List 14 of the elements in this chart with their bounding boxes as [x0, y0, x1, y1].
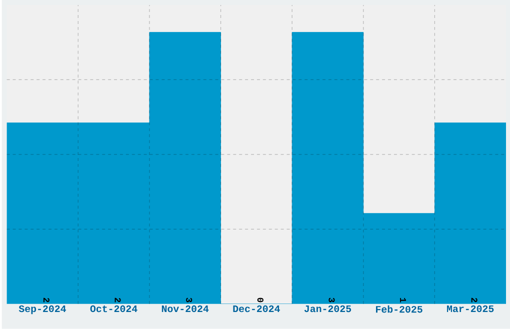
x-tick-label: Feb-2025 [376, 306, 422, 313]
x-tick-label: Oct-2024 [90, 306, 138, 312]
x-tick-label: Jan-2025 [304, 306, 352, 312]
x-tick-label: Nov-2024 [162, 306, 209, 312]
data-label: 3 [328, 298, 335, 302]
data-label: 3 [186, 298, 192, 302]
x-tick-label: Dec-2024 [233, 306, 280, 312]
x-tick-label: Mar-2025 [447, 306, 494, 312]
data-label: 2 [471, 298, 478, 302]
data-label: 2 [114, 298, 121, 302]
data-label: 1 [400, 298, 406, 302]
data-label: 0 [257, 298, 264, 302]
data-label: 2 [43, 298, 50, 302]
x-tick-label: Sep-2024 [18, 306, 66, 314]
